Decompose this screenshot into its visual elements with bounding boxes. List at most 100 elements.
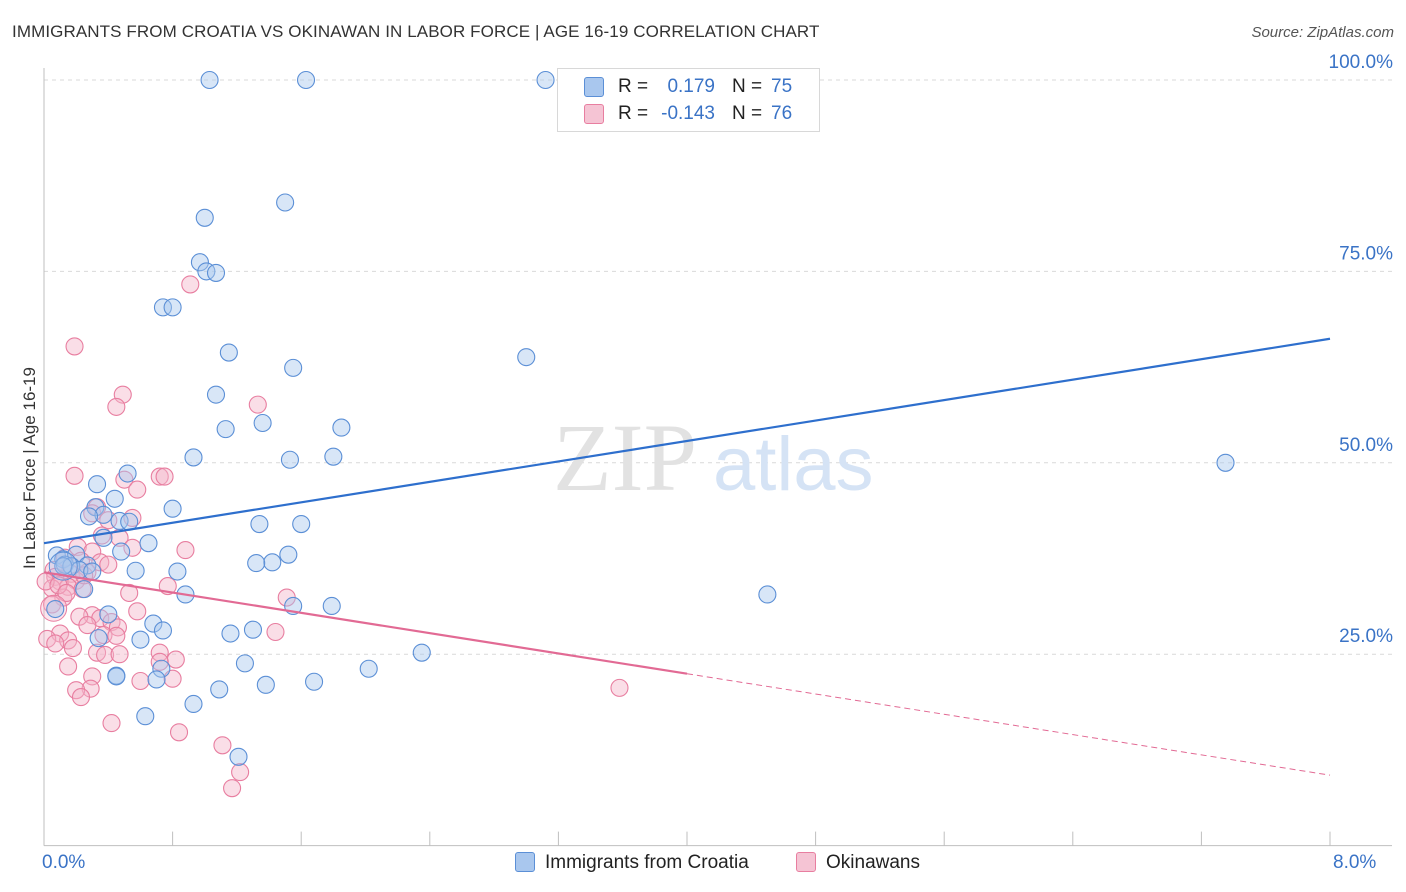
y-axis-label: In Labor Force | Age 16-19 [20, 367, 39, 569]
okinawans-point [223, 779, 242, 798]
croatia-point [279, 545, 298, 564]
bottom-legend-label-blue: Immigrants from Croatia [545, 852, 749, 873]
okinawans-point [169, 723, 189, 742]
okinawans-trend-line-extension [686, 673, 1331, 776]
croatia-point [131, 630, 150, 649]
croatia-point [305, 672, 324, 691]
y-tick-label: 100.0% [1329, 52, 1394, 73]
croatia-point [184, 448, 203, 467]
croatia-point [163, 499, 182, 518]
okinawans-point [155, 467, 174, 486]
correlation-legend: R = 0.179 N = 75 R = -0.143 N = 76 [557, 68, 820, 132]
croatia-point [221, 624, 240, 643]
legend-n-value: 76 [771, 103, 793, 124]
x-tick-label-min: 0.0% [42, 852, 86, 873]
croatia-point [153, 621, 173, 640]
croatia-point [263, 553, 282, 572]
croatia-point [118, 464, 137, 483]
croatia-point [517, 348, 536, 367]
croatia-point [112, 542, 131, 561]
croatia-point [280, 450, 299, 469]
okinawans-point [46, 634, 65, 653]
okinawans-point [102, 714, 121, 733]
croatia-point [253, 413, 272, 433]
croatia-point [197, 262, 216, 281]
okinawans-point [99, 555, 118, 574]
okinawans-point [65, 466, 84, 485]
croatia-point [219, 343, 238, 362]
okinawans-point [128, 480, 147, 499]
croatia-point [247, 554, 266, 573]
croatia-point [147, 670, 166, 689]
croatia-point [94, 505, 113, 524]
croatia-point [190, 253, 209, 272]
okinawans-point [94, 626, 113, 645]
croatia-point [105, 489, 124, 508]
croatia-point [200, 70, 219, 90]
okinawans-point [266, 622, 285, 642]
croatia-point [536, 70, 555, 90]
croatia-point [243, 620, 263, 639]
croatia-point [324, 447, 343, 466]
legend-swatch-pink [584, 104, 604, 124]
y-tick-label: 75.0% [1339, 243, 1393, 264]
croatia-point [235, 654, 254, 673]
croatia-point [126, 561, 145, 580]
okinawans-point [131, 671, 150, 691]
croatia-point [229, 747, 248, 766]
okinawans-point [213, 736, 232, 755]
chart-title: IMMIGRANTS FROM CROATIA VS OKINAWAN IN L… [12, 22, 820, 41]
croatia-point [99, 605, 118, 624]
bottom-legend-croatia: Immigrants from Croatia [515, 852, 749, 874]
y-tick-labels: 25.0% 50.0% 75.0% 100.0% [1329, 52, 1394, 647]
okinawans-point [181, 275, 200, 294]
okinawans-point [176, 541, 195, 560]
watermark-atlas: atlas [713, 422, 874, 507]
okinawans-point [107, 397, 126, 416]
croatia-point [206, 385, 226, 404]
legend-r-value: -0.143 [661, 103, 715, 124]
okinawans-point [150, 643, 169, 662]
legend-row-croatia: R = 0.179 N = 75 [558, 73, 819, 101]
croatia-point [136, 707, 155, 726]
croatia-point [152, 659, 171, 678]
legend-swatch-blue [584, 77, 604, 97]
okinawans-point [65, 337, 84, 356]
croatia-point [87, 475, 107, 494]
croatia-point [184, 694, 203, 714]
okinawans-point [63, 639, 82, 658]
croatia-point [256, 675, 275, 694]
croatia-point [216, 420, 235, 439]
watermark: ZIP atlas [553, 404, 874, 511]
y-tick-label: 50.0% [1339, 435, 1393, 456]
okinawans-points [36, 275, 629, 798]
legend-row-okinawans: R = -0.143 N = 76 [558, 100, 819, 128]
croatia-point [322, 596, 341, 616]
croatia-point [332, 418, 351, 437]
croatia-point [168, 562, 187, 581]
okinawans-point [59, 577, 78, 596]
okinawans-point [59, 657, 78, 676]
croatia-point [1216, 453, 1235, 472]
croatia-point [284, 358, 303, 377]
watermark-zip: ZIP [553, 404, 697, 511]
okinawans-point [150, 467, 169, 486]
croatia-point [296, 70, 316, 90]
croatia-point [144, 614, 163, 633]
okinawans-point [57, 583, 76, 603]
croatia-point [210, 680, 229, 699]
okinawans-point [248, 395, 267, 414]
croatia-trend-line [43, 337, 1331, 545]
y-tick-label: 25.0% [1339, 626, 1393, 647]
okinawans-point [150, 652, 169, 671]
croatia-point [276, 193, 295, 212]
legend-n-value: 75 [771, 76, 793, 97]
croatia-point [89, 629, 108, 648]
gridlines [44, 79, 1392, 655]
bottom-legend-swatch-blue [515, 852, 535, 872]
croatia-point [110, 511, 129, 531]
croatia-point [359, 659, 378, 678]
croatia-point [758, 585, 777, 604]
croatia-point [206, 263, 226, 282]
